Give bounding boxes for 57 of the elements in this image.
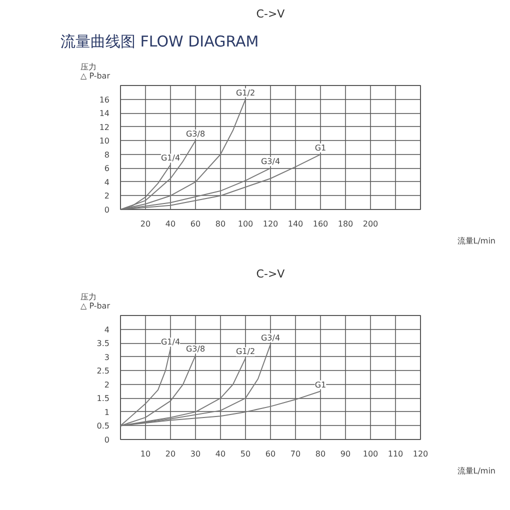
y-tick-label: 10: [99, 136, 110, 146]
y-tick-label: 2: [104, 192, 110, 201]
y-tick-label: 4: [104, 178, 110, 187]
y-axis-title: 压力 △ P-bar: [80, 62, 111, 80]
x-tick-label: 70: [290, 450, 301, 458]
x-axis-title: 流量L/min: [457, 466, 496, 476]
text: 流量曲线图 FLOW DIAGRAM: [60, 32, 259, 50]
y-tick-label: 1.5: [96, 394, 110, 404]
series-label: G1: [314, 143, 326, 152]
series-label: G1/2: [236, 347, 256, 356]
y-tick-label: 4: [104, 325, 110, 334]
x-tick-label: 60: [265, 450, 276, 458]
series-label: G3/4: [260, 157, 280, 166]
chart-title: C->V: [256, 268, 286, 280]
y-tick-label: 14: [99, 109, 110, 118]
y-tick-label: 3: [104, 352, 110, 362]
series-label: G3/8: [186, 130, 206, 139]
y-tick-label: 2: [104, 380, 110, 390]
x-tick-label: 120: [412, 450, 428, 458]
series-label: G3/8: [186, 344, 206, 354]
y-tick-label: 0: [104, 206, 110, 214]
x-tick-label: 40: [215, 450, 226, 458]
series-label: G1/4: [160, 154, 180, 163]
y-tick-label: 0.5: [96, 422, 110, 431]
x-tick-label: 200: [362, 220, 378, 228]
x-tick-label: 80: [315, 450, 326, 458]
x-tick-label: 40: [165, 220, 176, 228]
x-tick-label: 110: [388, 450, 404, 458]
y-tick-label: 8: [104, 150, 110, 160]
y-tick-label: 1: [104, 408, 110, 417]
x-tick-label: 100: [238, 220, 254, 228]
y-tick-label: 16: [99, 95, 110, 104]
series-label: G3/4: [260, 333, 280, 342]
y-tick-label: 6: [104, 164, 110, 174]
x-tick-label: 10: [140, 450, 151, 458]
y-tick-label: 12: [99, 122, 110, 132]
x-tick-label: 30: [190, 450, 201, 458]
x-tick-label: 100: [362, 450, 378, 458]
x-tick-label: 180: [338, 220, 354, 228]
x-tick-label: 80: [215, 220, 226, 228]
x-tick-label: 50: [240, 450, 251, 458]
y-tick-label: 2.5: [96, 366, 110, 376]
series-label: G1: [314, 380, 326, 390]
x-tick-label: 90: [340, 450, 351, 458]
chart-title: C->V: [256, 8, 286, 20]
y-axis-title: 压力 △ P-bar: [80, 292, 111, 310]
y-tick-label: 3.5: [96, 339, 110, 348]
x-tick-label: 120: [262, 220, 278, 228]
x-tick-label: 160: [312, 220, 328, 228]
x-tick-label: 140: [288, 220, 304, 228]
x-tick-label: 60: [190, 220, 201, 228]
series-label: G1/4: [160, 338, 180, 347]
x-tick-label: 20: [165, 450, 176, 458]
series-label: G1/2: [236, 88, 256, 98]
x-tick-label: 20: [140, 220, 151, 228]
y-tick-label: 0: [104, 436, 110, 444]
x-axis-title: 流量L/min: [457, 236, 496, 246]
